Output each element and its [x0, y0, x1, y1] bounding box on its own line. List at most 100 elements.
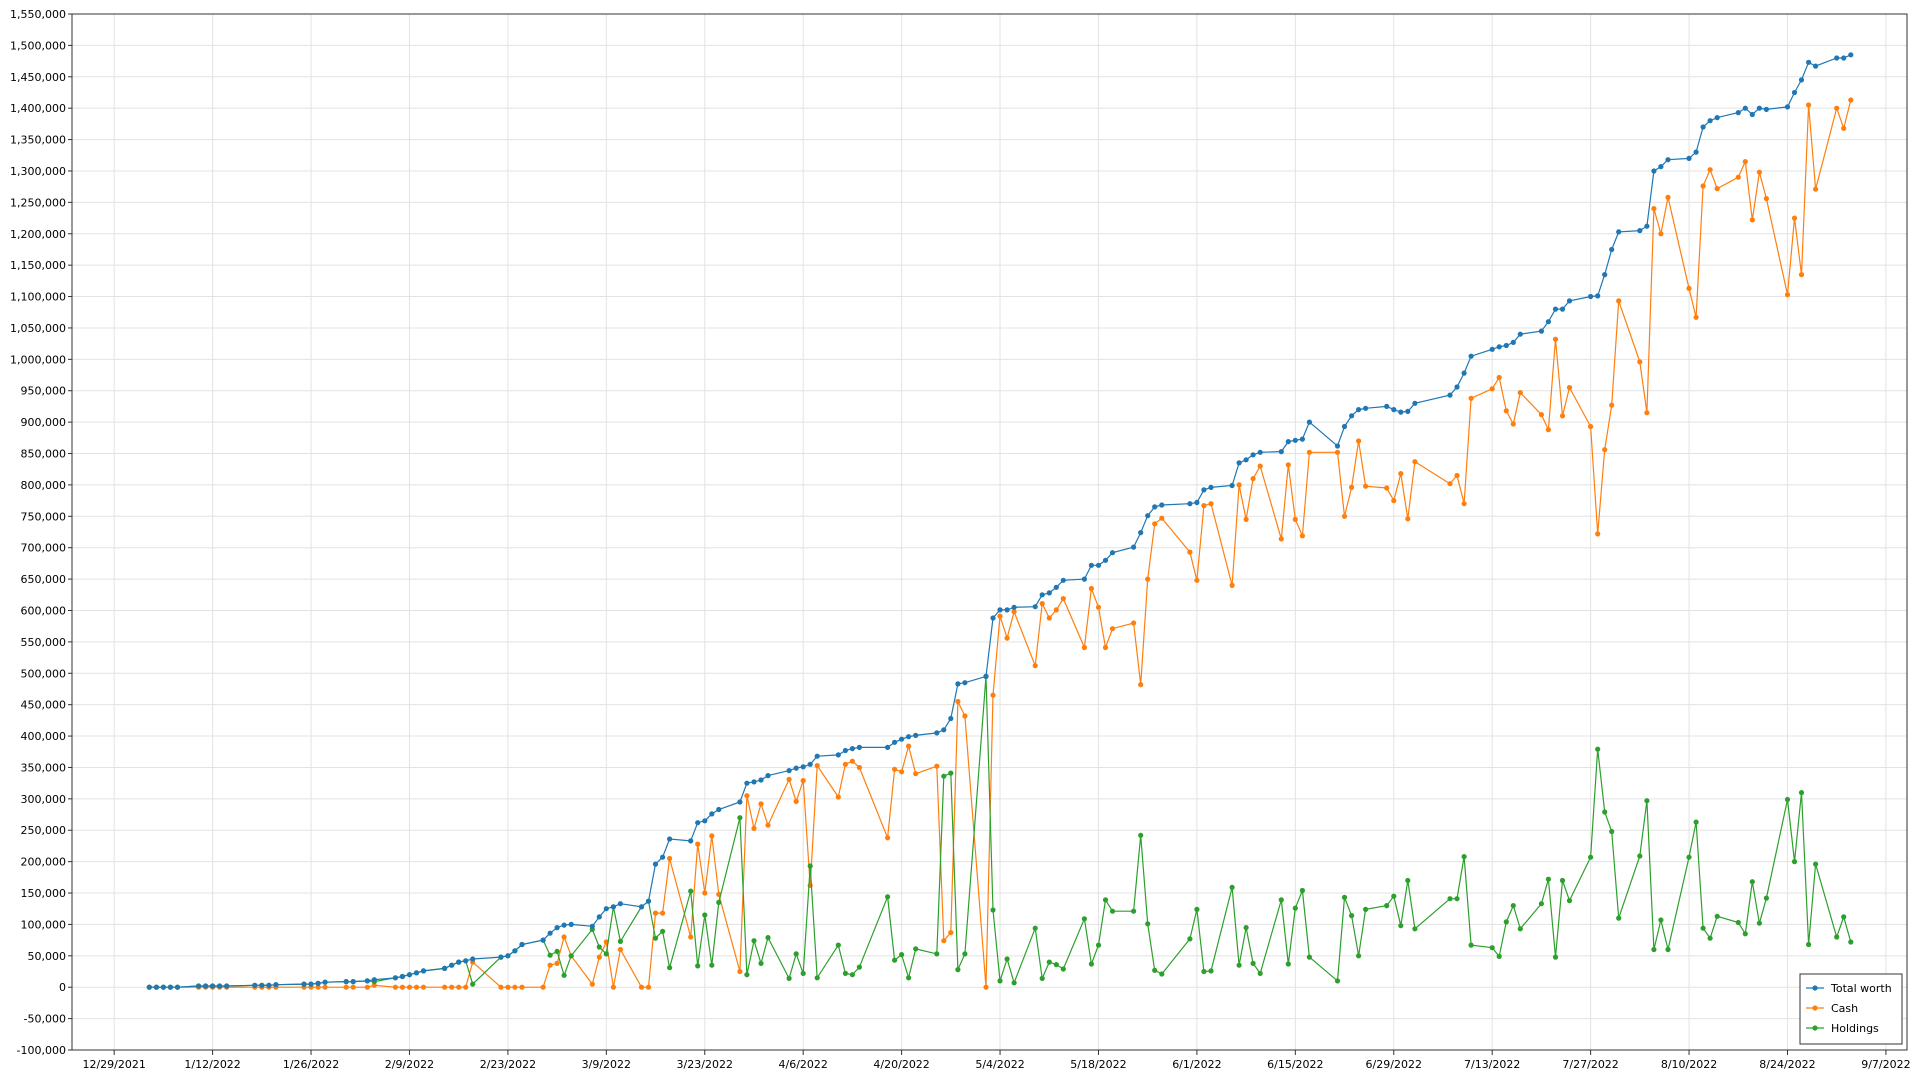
data-point-total-worth [1004, 607, 1010, 613]
data-point-holdings [1306, 954, 1312, 960]
data-point-holdings [1693, 819, 1699, 825]
data-point-cash [456, 984, 462, 990]
data-point-cash [948, 930, 954, 936]
data-point-holdings [652, 935, 659, 941]
data-point-holdings [1609, 828, 1615, 835]
data-point-total-worth [1257, 449, 1263, 455]
data-point-holdings [1243, 925, 1249, 931]
data-point-cash [983, 984, 989, 990]
data-point-total-worth [1032, 604, 1038, 610]
data-point-cash [709, 833, 715, 839]
data-point-cash [1011, 609, 1017, 615]
data-point-cash [1341, 513, 1348, 519]
data-point-holdings [1046, 959, 1052, 965]
data-point-cash [512, 984, 518, 990]
data-point-holdings [603, 951, 609, 957]
data-point-holdings [1517, 926, 1523, 932]
data-point-total-worth [709, 811, 715, 817]
data-point-cash [1278, 536, 1284, 542]
data-point-holdings [1131, 908, 1137, 914]
data-point-total-worth [885, 744, 891, 751]
data-point-holdings [990, 907, 996, 913]
data-point-total-worth [167, 984, 173, 990]
x-axis: 12/29/2021 1/12/2022 1/26/2022 2/9/2022 2/23… [82, 1050, 1911, 1071]
data-point-total-worth [1145, 513, 1151, 519]
data-point-cash [955, 698, 961, 705]
x-tick-label: 6/15/2022 [1267, 1058, 1323, 1071]
data-point-holdings [997, 978, 1003, 984]
data-point-holdings [1391, 893, 1397, 899]
data-point-cash [392, 984, 398, 990]
data-point-total-worth [1095, 562, 1102, 568]
data-point-holdings [1004, 956, 1010, 962]
data-point-cash [660, 910, 666, 916]
data-point-holdings [1651, 946, 1657, 953]
data-point-total-worth [1461, 370, 1467, 376]
data-point-total-worth [1566, 298, 1573, 304]
data-point-holdings [1257, 970, 1263, 977]
data-point-cash [856, 764, 863, 771]
data-point-cash [1566, 385, 1573, 391]
y-tick-label: 1,200,000 [10, 228, 66, 241]
data-point-total-worth [196, 983, 202, 989]
data-point-cash [1398, 471, 1404, 477]
data-point-cash [540, 984, 546, 990]
data-point-holdings [1384, 903, 1390, 909]
data-point-holdings [814, 975, 820, 981]
data-point-holdings [1700, 925, 1706, 931]
data-point-holdings [1686, 854, 1692, 860]
data-point-total-worth [153, 984, 159, 990]
data-point-total-worth [1468, 353, 1474, 359]
data-point-total-worth [814, 753, 820, 759]
data-point-cash [1229, 582, 1235, 589]
data-point-total-worth [1749, 111, 1755, 118]
data-point-total-worth [498, 954, 504, 960]
data-point-cash [1461, 501, 1467, 507]
data-point-holdings [1588, 854, 1594, 860]
data-point-holdings [1088, 961, 1094, 967]
data-point-holdings [1538, 901, 1544, 907]
data-point-holdings [1039, 975, 1045, 982]
data-point-total-worth [1159, 502, 1165, 508]
data-point-total-worth [561, 922, 567, 928]
data-point-cash [1201, 503, 1207, 509]
data-point-cash [997, 613, 1003, 619]
data-point-cash [561, 934, 567, 940]
y-tick-label: 400,000 [21, 730, 67, 743]
data-point-total-worth [252, 982, 258, 988]
y-tick-label: 200,000 [21, 856, 67, 869]
y-tick-label: 750,000 [21, 510, 67, 523]
data-point-cash [1152, 521, 1158, 527]
data-point-total-worth [1784, 104, 1791, 110]
data-point-total-worth [174, 984, 181, 990]
y-tick-label: -50,000 [24, 1013, 66, 1026]
data-point-total-worth [1552, 306, 1559, 312]
data-point-cash [1236, 482, 1242, 488]
data-point-cash [1707, 167, 1713, 173]
y-tick-label: 1,400,000 [10, 102, 66, 115]
data-point-total-worth [913, 732, 919, 739]
x-tick-label: 8/10/2022 [1661, 1058, 1717, 1071]
data-point-holdings [1229, 884, 1235, 891]
data-point-total-worth [554, 925, 560, 931]
data-point-total-worth [308, 981, 314, 987]
data-point-holdings [1552, 954, 1559, 960]
data-point-total-worth [1131, 544, 1137, 550]
data-point-cash [1081, 644, 1087, 651]
data-point-holdings [1749, 879, 1755, 885]
data-point-total-worth [1236, 460, 1242, 466]
legend-label-cash: Cash [1831, 1002, 1858, 1015]
data-point-holdings [1299, 887, 1305, 894]
data-point-holdings [1341, 894, 1348, 901]
data-point-holdings [941, 773, 947, 779]
data-point-holdings [1503, 919, 1509, 925]
data-point-cash [645, 984, 652, 990]
data-point-total-worth [1834, 55, 1840, 61]
data-point-cash [554, 960, 560, 967]
data-point-cash [442, 984, 448, 990]
data-point-total-worth [695, 820, 701, 826]
y-tick-label: 1,350,000 [10, 134, 66, 147]
y-tick-label: 50,000 [28, 950, 67, 963]
data-point-holdings [1616, 915, 1622, 921]
data-point-total-worth [1735, 110, 1741, 116]
